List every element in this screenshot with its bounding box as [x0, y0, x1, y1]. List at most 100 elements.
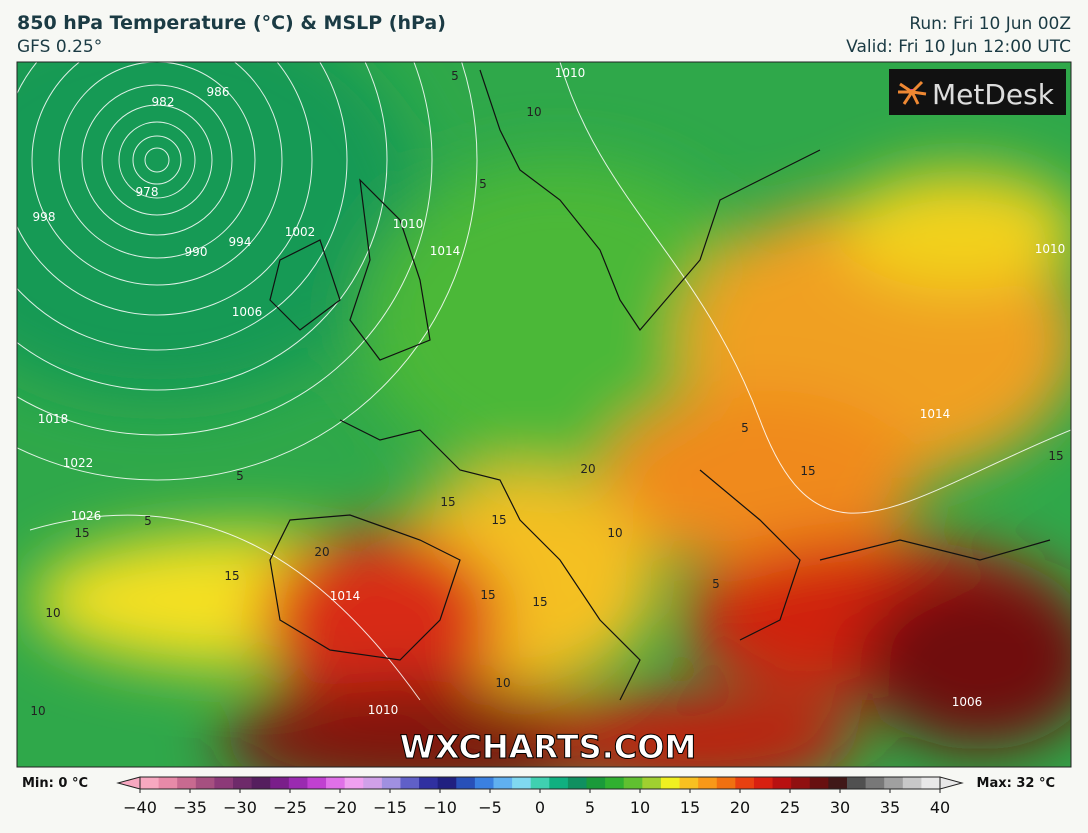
colorbar-segment: [419, 777, 439, 789]
colorbar-tick-label: −20: [323, 798, 357, 817]
colorbar-segment: [772, 777, 792, 789]
colorbar-tick-label: 20: [730, 798, 750, 817]
map-field: [17, 62, 1071, 767]
colorbar-segment: [363, 777, 383, 789]
colorbar-min: Min: 0 °C: [22, 776, 88, 791]
colorbar-segment: [381, 777, 401, 789]
colorbar-segment: [921, 777, 941, 789]
contour-label: 1006: [952, 695, 983, 709]
colorbar-segment: [400, 777, 420, 789]
contour-label: 1002: [285, 225, 316, 239]
valid: Valid: Fri 10 Jun 12:00 UTC: [846, 37, 1071, 57]
colorbar-tick-label: −5: [478, 798, 502, 817]
colorbar-tick-label: 25: [780, 798, 800, 817]
contour-label: 10: [526, 105, 541, 119]
contour-label: 5: [451, 69, 459, 83]
colorbar-segment: [716, 777, 736, 789]
colorbar-segment: [828, 777, 848, 789]
contour-label: 1006: [232, 305, 263, 319]
colorbar-tick-label: 15: [680, 798, 700, 817]
contour-label: 986: [207, 85, 230, 99]
title: 850 hPa Temperature (°C) & MSLP (hPa): [17, 12, 446, 34]
colorbar-segment: [698, 777, 718, 789]
colorbar-tick-label: −40: [123, 798, 157, 817]
colorbar-segment: [549, 777, 569, 789]
contour-label: 15: [532, 595, 547, 609]
contour-label: 10: [495, 676, 510, 690]
colorbar-segment: [660, 777, 681, 789]
colorbar: −40 −35 −30 −25 −20 −15 −10 −5 0 5 10 15 20 25 30 35 40: [116, 776, 964, 817]
colorbar-segment: [307, 777, 327, 789]
contour-label: 5: [712, 577, 720, 591]
contour-label: 5: [479, 177, 487, 191]
colorbar-segment: [567, 777, 588, 789]
colorbar-segment: [140, 777, 160, 789]
colorbar-segment: [195, 777, 215, 789]
colorbar-segment: [288, 777, 308, 789]
colorbar-segment: [846, 777, 867, 789]
contour-label: 15: [480, 588, 495, 602]
contour-label: 1010: [393, 217, 424, 231]
contour-label: 1018: [38, 412, 69, 426]
colorbar-tick-label: 0: [535, 798, 545, 817]
colorbar-segment: [902, 777, 922, 789]
colorbar-segment: [177, 777, 197, 789]
colorbar-segment: [251, 777, 271, 789]
contour-label: 10: [45, 606, 60, 620]
colorbar-tick-label: −15: [373, 798, 407, 817]
colorbar-segment: [809, 777, 829, 789]
colorbar-segment: [474, 777, 494, 789]
colorbar-segment: [233, 777, 253, 789]
contour-label: 15: [1048, 449, 1063, 463]
contour-label: 15: [440, 495, 455, 509]
colorbar-segment: [791, 777, 811, 789]
watermark: WXCHARTS.COM: [400, 728, 697, 766]
colorbar-tick-label: −30: [223, 798, 257, 817]
contour-labels: 9829869789989909941002100610101014101810…: [30, 66, 1065, 718]
contour-label: 1022: [63, 456, 94, 470]
colorbar-segment: [884, 777, 904, 789]
contour-label: 10: [607, 526, 622, 540]
contour-label: 998: [33, 210, 56, 224]
contour-label: 1014: [330, 589, 361, 603]
colorbar-segment: [512, 777, 532, 789]
colorbar-tick-label: 5: [585, 798, 595, 817]
colorbar-segment: [735, 777, 755, 789]
colorbar-tick-label: 40: [930, 798, 950, 817]
contour-label: 1010: [368, 703, 399, 717]
contour-label: 1010: [555, 66, 586, 80]
contour-label: 10: [30, 704, 45, 718]
colorbar-tick-label: −10: [423, 798, 457, 817]
contour-label: 15: [224, 569, 239, 583]
contour-label: 1014: [430, 244, 461, 258]
colorbar-max: Max: 32 °C: [977, 776, 1055, 791]
colorbar-segment: [456, 777, 476, 789]
colorbar-segment: [344, 777, 364, 789]
colorbar-segment: [158, 777, 178, 789]
colorbar-segment: [493, 777, 513, 789]
map-frame: [16, 61, 1072, 768]
colorbar-segment: [530, 777, 550, 789]
contour-label: 5: [741, 421, 749, 435]
colorbar-tick-label: 30: [830, 798, 850, 817]
colorbar-segment: [679, 777, 699, 789]
colorbar-segment: [214, 777, 234, 789]
contour-label: 990: [185, 245, 208, 259]
model: GFS 0.25°: [17, 37, 103, 57]
contour-label: 978: [136, 185, 159, 199]
contour-label: 1010: [1035, 242, 1066, 256]
logo: MetDesk: [932, 78, 1055, 111]
contour-label: 15: [800, 464, 815, 478]
contour-label: 20: [580, 462, 595, 476]
colorbar-segment: [605, 777, 625, 789]
contour-label: 1026: [71, 509, 102, 523]
colorbar-segment: [642, 777, 662, 789]
contour-label: 15: [74, 526, 89, 540]
contour-label: 5: [144, 514, 152, 528]
logo-icon: [898, 80, 927, 105]
contour-label: 20: [314, 545, 329, 559]
contour-label: 15: [491, 513, 506, 527]
colorbar-segment: [865, 777, 885, 789]
colorbar-segment: [326, 777, 346, 789]
